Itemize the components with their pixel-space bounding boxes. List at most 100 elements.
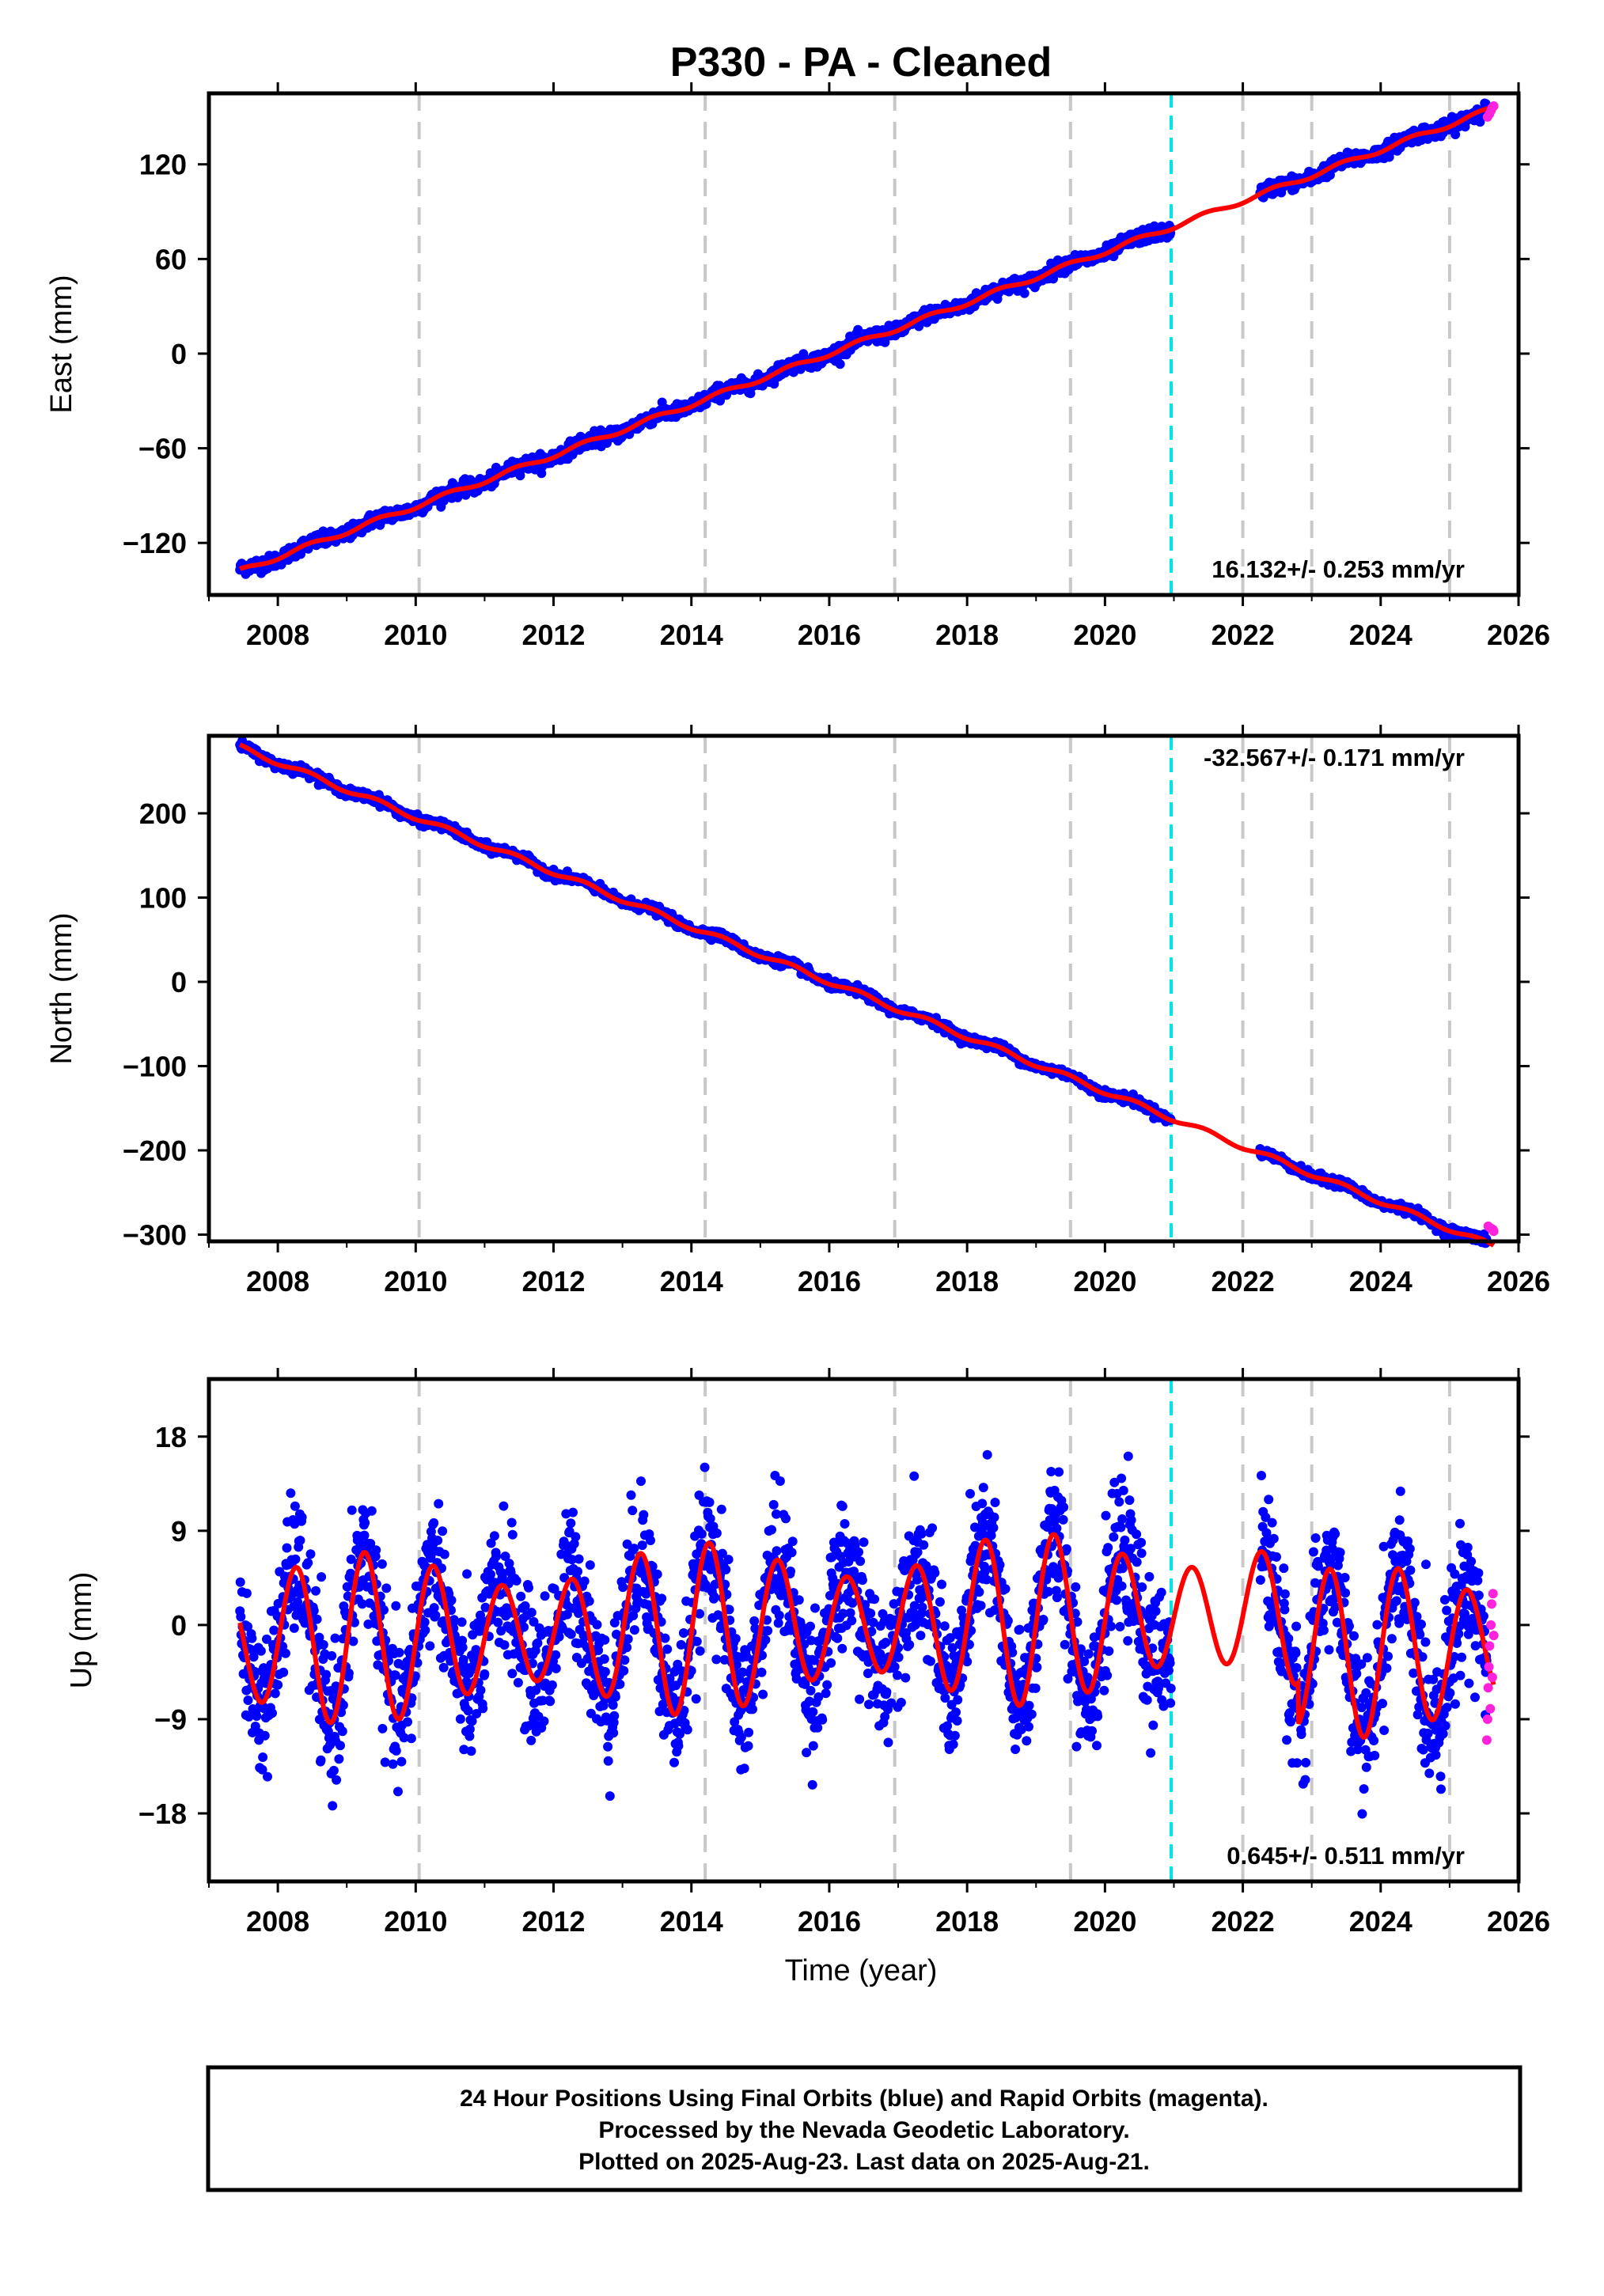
up-final-orbit-point — [579, 1576, 590, 1586]
up-final-orbit-point — [516, 1591, 526, 1601]
up-final-orbit-point — [545, 1696, 556, 1707]
up-panel: 2008 2010 2012 2014 2016 2018 2020 2022 2024 2026… — [65, 1368, 1550, 1938]
x-tick-label: 2008 — [246, 1265, 309, 1298]
x-tick-label: 2014 — [660, 619, 723, 651]
up-final-orbit-point — [236, 1612, 246, 1622]
up-final-orbit-point — [359, 1530, 370, 1540]
north-rate-label: -32.567+/- 0.171 mm/yr — [1204, 744, 1465, 771]
x-tick-label: 2022 — [1212, 1265, 1275, 1298]
up-final-orbit-point — [263, 1771, 272, 1782]
up-final-orbit-point — [491, 1552, 502, 1562]
up-final-orbit-points — [235, 1449, 1492, 1819]
up-final-orbit-point — [493, 1617, 503, 1627]
up-final-orbit-point — [406, 1733, 416, 1744]
x-tick-label: 2010 — [384, 1265, 447, 1298]
up-final-orbit-point — [332, 1775, 342, 1785]
up-final-orbit-point — [540, 1591, 550, 1601]
up-final-orbit-point — [311, 1586, 320, 1596]
up-final-orbit-point — [394, 1647, 404, 1658]
x-tick-label: 2016 — [798, 1265, 861, 1298]
up-final-orbit-point — [465, 1724, 475, 1734]
up-final-orbit-point — [347, 1505, 357, 1515]
up-final-orbit-point — [434, 1498, 444, 1509]
up-final-orbit-point — [317, 1572, 327, 1582]
up-final-orbit-point — [420, 1625, 430, 1635]
up-final-orbit-point — [574, 1554, 584, 1564]
north-panel: 2008 2010 2012 2014 2016 2018 2020 2022 2024 2026… — [45, 725, 1550, 1298]
y-tick-label: −200 — [123, 1135, 187, 1167]
up-final-orbit-point — [396, 1756, 407, 1767]
up-final-orbit-point — [273, 1680, 283, 1690]
x-tick-label: 2018 — [935, 1265, 999, 1298]
up-final-orbit-point — [316, 1755, 326, 1765]
x-tick-label: 2012 — [521, 1265, 585, 1298]
up-final-orbit-point — [499, 1501, 509, 1511]
up-final-orbit-point — [290, 1501, 300, 1511]
up-final-orbit-point — [337, 1726, 347, 1737]
up-final-orbit-point — [334, 1754, 344, 1764]
x-tick-label: 2014 — [660, 1265, 723, 1298]
up-final-orbit-point — [295, 1536, 305, 1545]
up-final-orbit-point — [526, 1608, 537, 1618]
up-final-orbit-point — [480, 1669, 490, 1679]
up-final-orbit-point — [270, 1688, 280, 1699]
up-final-orbit-point — [377, 1559, 387, 1569]
up-final-orbit-point — [252, 1711, 262, 1722]
up-final-orbit-point — [547, 1680, 557, 1690]
east-final-orbit-point — [1019, 288, 1030, 298]
up-final-orbit-point — [248, 1652, 259, 1662]
x-tick-label: 2024 — [1349, 1265, 1413, 1298]
y-tick-label: −100 — [123, 1050, 187, 1082]
up-final-orbit-point — [318, 1639, 328, 1650]
up-final-orbit-point — [489, 1531, 499, 1541]
up-final-orbit-point — [433, 1536, 443, 1545]
y-tick-label: 120 — [139, 149, 187, 181]
up-final-orbit-point — [305, 1549, 316, 1559]
up-final-orbit-point — [377, 1723, 388, 1733]
up-final-orbit-point — [455, 1714, 465, 1724]
up-final-orbit-point — [290, 1554, 301, 1564]
up-final-orbit-point — [366, 1506, 377, 1516]
y-tick-label: 200 — [139, 798, 187, 830]
y-tick-label: 100 — [139, 881, 187, 914]
east-rapid-orbit-point — [1488, 100, 1499, 111]
x-tick-label: 2020 — [1073, 619, 1136, 651]
up-final-orbit-point — [438, 1526, 448, 1536]
north-rapid-orbit-point — [1488, 1226, 1499, 1237]
east-final-orbit-point — [835, 359, 845, 369]
up-final-orbit-point — [439, 1549, 449, 1559]
up-final-orbit-point — [478, 1703, 488, 1714]
up-final-orbit-point — [391, 1745, 401, 1756]
x-tick-label: 2022 — [1212, 619, 1275, 651]
up-final-orbit-point — [393, 1786, 403, 1797]
y-tick-label: −120 — [123, 527, 187, 559]
up-final-orbit-point — [526, 1735, 537, 1745]
up-final-orbit-point — [476, 1685, 486, 1695]
up-final-orbit-point — [328, 1765, 339, 1775]
up-final-orbit-point — [328, 1801, 338, 1811]
x-tick-label: 2026 — [1487, 1265, 1550, 1298]
north-y-axis-label: North (mm) — [45, 912, 78, 1064]
up-final-orbit-point — [371, 1545, 381, 1555]
up-final-orbit-point — [336, 1741, 345, 1751]
up-final-orbit-point — [235, 1577, 245, 1587]
x-tick-label: 2010 — [384, 619, 447, 651]
x-tick-label: 2026 — [1487, 619, 1550, 651]
up-final-orbit-point — [243, 1695, 253, 1705]
up-final-orbit-point — [279, 1667, 289, 1677]
up-final-orbit-point — [462, 1569, 472, 1579]
x-tick-label: 2008 — [246, 619, 309, 651]
east-panel: 2008 2010 2012 2014 2016 2018 2020 2022 2024 2026… — [45, 82, 1550, 651]
up-final-orbit-point — [241, 1588, 252, 1598]
up-final-orbit-point — [403, 1717, 412, 1727]
up-final-orbit-point — [513, 1677, 523, 1688]
y-tick-label: −300 — [123, 1218, 187, 1251]
up-final-orbit-point — [463, 1706, 473, 1716]
up-final-orbit-point — [466, 1746, 476, 1756]
up-final-orbit-point — [499, 1640, 510, 1650]
up-final-orbit-point — [566, 1518, 576, 1529]
up-final-orbit-point — [312, 1614, 322, 1624]
up-final-orbit-point — [381, 1583, 392, 1593]
